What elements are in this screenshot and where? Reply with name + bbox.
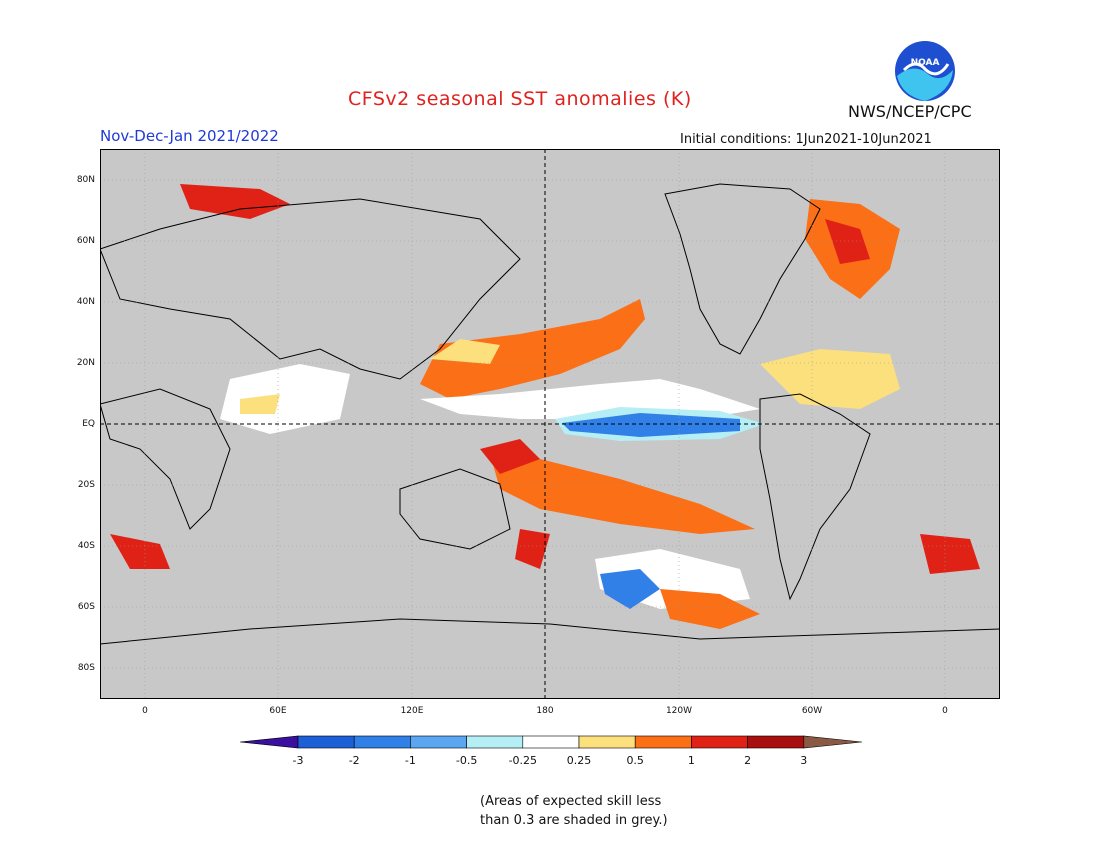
north-atlantic-warm-core: [825, 219, 870, 264]
colorbar-segment: [466, 735, 524, 749]
agency-label: NWS/NCEP/CPC: [848, 102, 972, 121]
colorbar-tick-label: -0.25: [508, 754, 538, 767]
colorbar-segment: [747, 735, 805, 749]
indian-ocean-light-anomaly: [240, 394, 280, 414]
noaa-logo: NOAA: [895, 41, 955, 101]
lon-label-120e: 120E: [400, 706, 424, 716]
lat-label-80s: 80S: [77, 663, 95, 673]
colorbar-segment: [691, 735, 748, 749]
lon-label-0: 0: [142, 706, 148, 716]
initial-conditions-label: Initial conditions: 1Jun2021-10Jun2021: [680, 132, 932, 147]
lon-label-60w: 60W: [801, 706, 823, 716]
south-atlantic-east-warm-anomaly: [920, 534, 980, 574]
south-atlantic-warm-anomaly: [110, 534, 170, 569]
colorbar-segment: [297, 735, 355, 749]
tasman-warm-anomaly: [515, 529, 550, 569]
lon-label-60e: 60E: [269, 706, 287, 716]
barents-sea-warm-anomaly: [180, 184, 290, 219]
colorbar-tick-label: -2: [348, 754, 360, 767]
equatorial-pacific-neutral: [420, 379, 760, 419]
southern-ocean-warm-anomaly: [660, 589, 760, 629]
coastlines: [100, 183, 1000, 645]
color-scale-bar: [240, 735, 862, 749]
colorbar-segment-min: [240, 735, 299, 749]
north-pacific-light-anomaly: [430, 339, 500, 364]
lon-label-0-right: 0: [942, 706, 948, 716]
lat-label-20n: 20N: [76, 358, 95, 368]
lat-label-60s: 60S: [77, 602, 95, 612]
lon-label-180: 180: [536, 706, 554, 716]
colorbar-tick-label: 2: [744, 754, 752, 767]
indian-ocean-neutral: [220, 364, 350, 434]
season-label: Nov-Dec-Jan 2021/2022: [100, 127, 279, 145]
colorbar-tick-label: 3: [800, 754, 808, 767]
tropical-atlantic-light-anomaly: [760, 349, 900, 409]
colorbar-segment: [578, 735, 636, 749]
colorbar-segment: [410, 735, 467, 749]
lat-label-40s: 40S: [77, 541, 95, 551]
colorbar-tick-label: -3: [292, 754, 304, 767]
colorbar-segment: [353, 735, 411, 749]
southern-ocean-cold-anomaly: [600, 569, 660, 609]
southwest-pacific-warm-core: [480, 439, 540, 474]
skill-note-line-2: than 0.3 are shaded in grey.): [480, 813, 668, 828]
lat-label-20s: 20S: [77, 480, 95, 490]
lon-label-120w: 120W: [665, 706, 693, 716]
colorbar-segment-max: [803, 735, 862, 749]
colorbar-segment: [634, 735, 692, 749]
lat-label-eq: EQ: [82, 419, 95, 429]
skill-note-line-1: (Areas of expected skill less: [480, 794, 662, 809]
colorbar-tick-label: -0.5: [455, 754, 478, 767]
colorbar-tick-label: 1: [687, 754, 695, 767]
map-title: CFSv2 seasonal SST anomalies (K): [348, 88, 692, 110]
colorbar-tick-label: 0.5: [626, 754, 644, 767]
colorbar-tick-label: -1: [404, 754, 416, 767]
skill-note: (Areas of expected skill less than 0.3 a…: [480, 792, 668, 830]
noaa-logo-text: NOAA: [911, 58, 940, 68]
lat-label-60n: 60N: [76, 236, 95, 246]
lat-label-40n: 40N: [76, 297, 95, 307]
colorbar-tick-label: 0.25: [566, 754, 592, 767]
lat-label-80n: 80N: [76, 175, 95, 185]
south-pacific-warm-anomaly: [490, 454, 755, 534]
equatorial-cold-tongue-core: [562, 413, 740, 437]
north-pacific-warm-anomaly: [420, 299, 645, 399]
sst-anomaly-map: [100, 149, 1000, 699]
colorbar-segment: [522, 735, 580, 749]
